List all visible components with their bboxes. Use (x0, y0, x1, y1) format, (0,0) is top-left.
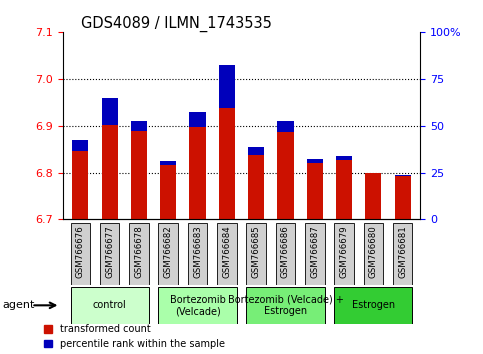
Text: Bortezomib
(Velcade): Bortezomib (Velcade) (170, 295, 226, 316)
Bar (101, 98, 118, 219)
Text: GSM766677: GSM766677 (105, 225, 114, 278)
Text: GSM766680: GSM766680 (369, 225, 378, 278)
Bar (160, 161, 176, 219)
Bar (364, 223, 383, 285)
Bar (160, 161, 176, 165)
Text: GSM766682: GSM766682 (164, 225, 173, 278)
Bar (71, 287, 149, 324)
Text: GSM766679: GSM766679 (340, 225, 349, 278)
Bar (395, 175, 411, 176)
Bar (307, 159, 323, 163)
Bar (189, 112, 206, 219)
Bar (131, 121, 147, 219)
Bar (307, 159, 323, 219)
Bar (71, 223, 90, 285)
Text: GSM766684: GSM766684 (222, 225, 231, 278)
Bar (158, 287, 237, 324)
Text: GSM766681: GSM766681 (398, 225, 407, 278)
Text: GSM766678: GSM766678 (134, 225, 143, 278)
Text: GSM766686: GSM766686 (281, 225, 290, 278)
Bar (219, 65, 235, 219)
Bar (129, 223, 149, 285)
Bar (336, 156, 352, 160)
Text: agent: agent (2, 300, 35, 310)
Bar (158, 223, 178, 285)
Text: GSM766687: GSM766687 (310, 225, 319, 278)
Text: Estrogen: Estrogen (352, 300, 395, 310)
Bar (100, 223, 119, 285)
Bar (189, 112, 206, 127)
Bar (219, 65, 235, 108)
Bar (395, 175, 411, 219)
Bar (393, 223, 412, 285)
Text: GSM766685: GSM766685 (252, 225, 261, 278)
Bar (276, 223, 295, 285)
Bar (365, 173, 382, 219)
Bar (305, 223, 325, 285)
Bar (131, 121, 147, 131)
Bar (248, 147, 264, 219)
Bar (336, 156, 352, 219)
Bar (334, 223, 354, 285)
Legend: transformed count, percentile rank within the sample: transformed count, percentile rank withi… (43, 324, 225, 349)
Text: GSM766676: GSM766676 (76, 225, 85, 278)
Bar (246, 223, 266, 285)
Bar (334, 287, 412, 324)
Bar (217, 223, 237, 285)
Text: control: control (93, 300, 127, 310)
Text: GSM766683: GSM766683 (193, 225, 202, 278)
Bar (277, 121, 294, 219)
Bar (188, 223, 207, 285)
Bar (72, 140, 88, 219)
Bar (277, 121, 294, 132)
Text: GDS4089 / ILMN_1743535: GDS4089 / ILMN_1743535 (81, 16, 271, 32)
Bar (248, 147, 264, 155)
Bar (72, 140, 88, 152)
Bar (101, 98, 118, 125)
Text: Bortezomib (Velcade) +
Estrogen: Bortezomib (Velcade) + Estrogen (227, 295, 343, 316)
Bar (246, 287, 325, 324)
